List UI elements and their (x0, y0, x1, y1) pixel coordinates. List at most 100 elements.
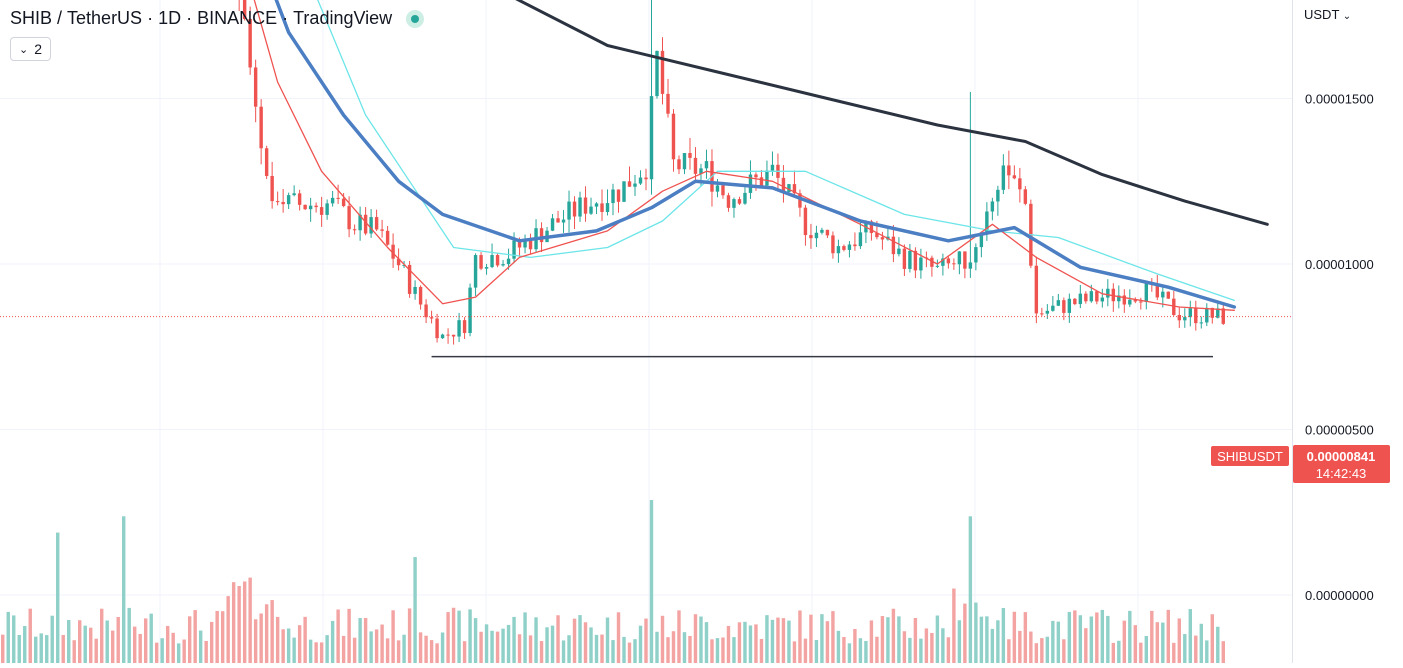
volume-bar (1150, 610, 1154, 663)
candle-body (1188, 308, 1192, 318)
candle-body (1133, 299, 1138, 302)
candle-body (743, 192, 747, 204)
candle-body (1199, 322, 1203, 324)
candle-body (396, 258, 401, 266)
candle-body (732, 199, 736, 208)
volume-bar (336, 609, 340, 663)
volume-bar (528, 635, 533, 663)
volume-bar (803, 638, 808, 663)
last-price-badge (1293, 445, 1390, 483)
volume-bar (1111, 642, 1116, 663)
price-tick-label: 0.00000000 (1305, 588, 1374, 603)
volume-bar (28, 608, 32, 663)
volume-bar (462, 641, 467, 663)
candle-body (754, 174, 758, 178)
volume-bar (61, 634, 65, 663)
volume-bar (545, 627, 549, 663)
volume-bar (600, 634, 604, 663)
candle-body (990, 201, 995, 212)
candle-body (748, 174, 753, 193)
candle-body (930, 257, 934, 267)
volume-bar (182, 639, 186, 663)
volume-bar (154, 642, 159, 663)
candle-body (1194, 308, 1198, 324)
volume-bar (633, 639, 637, 663)
legend-toggle-button[interactable]: ⌄ 2 (10, 37, 52, 61)
volume-bar (1029, 631, 1033, 663)
candle-body (512, 240, 516, 259)
candle-body (688, 153, 692, 158)
volume-bar (1056, 621, 1061, 663)
volume-bar (501, 628, 505, 663)
candle-body (1161, 291, 1165, 298)
volume-bar (869, 620, 874, 663)
candle-body (1155, 283, 1160, 298)
candle-body (1177, 314, 1181, 321)
candle-body (451, 334, 456, 337)
symbol-quote: TetherUS (67, 8, 143, 28)
volume-bar (45, 635, 49, 663)
candle-body (363, 214, 368, 234)
market-status-icon[interactable] (406, 9, 425, 28)
volume-bar (957, 620, 962, 663)
volume-bar (407, 608, 412, 663)
candle-body (974, 247, 978, 263)
volume-bar (424, 635, 428, 663)
candle-body (704, 161, 709, 169)
candle-body (875, 233, 879, 238)
candle-body (1128, 299, 1132, 305)
candle-body (413, 286, 417, 294)
candle-body (1210, 307, 1214, 318)
volume-bar (622, 636, 626, 663)
volume-bar (330, 620, 335, 663)
candle-body (297, 193, 302, 205)
candle-body (1183, 317, 1187, 321)
volume-bar (671, 631, 676, 663)
candle-body (737, 199, 742, 204)
candle-body (897, 248, 901, 255)
candle-body (429, 317, 434, 319)
candle-body (550, 218, 555, 231)
volume-bar (143, 618, 148, 663)
candle-body (561, 219, 566, 223)
volume-bar (451, 607, 456, 663)
candle-body (1166, 291, 1171, 299)
interval-label[interactable]: 1D (158, 8, 182, 28)
symbol-base: SHIB (10, 8, 53, 28)
volume-bar (732, 637, 736, 663)
volume-bar (132, 626, 137, 663)
volume-bar (523, 612, 527, 663)
candle-body (1056, 300, 1061, 306)
candle-body (380, 229, 384, 231)
volume-bar (743, 621, 747, 663)
volume-bar (1001, 607, 1006, 663)
currency-selector[interactable]: USDT ⌄ (1304, 7, 1351, 22)
candle-body (1106, 288, 1110, 298)
volume-bar (292, 637, 296, 663)
volume-bar (941, 628, 945, 663)
volume-bar (204, 640, 208, 663)
candle-body (292, 193, 296, 196)
volume-bar (176, 643, 181, 663)
volume-bar (1183, 634, 1187, 663)
candle-body (567, 201, 571, 220)
last-price-value: 0.00000841 (1307, 449, 1376, 464)
volume-bar (380, 624, 384, 663)
header-dot-3: · (277, 8, 294, 28)
volume-bar (67, 620, 71, 663)
volume-bar (78, 620, 82, 663)
candle-body (1122, 295, 1127, 305)
candle-body (385, 230, 390, 245)
candle-body (473, 255, 478, 288)
candle-body (781, 177, 786, 192)
volume-bar (6, 611, 10, 663)
candle-body (1067, 298, 1072, 313)
volume-bar (1139, 642, 1143, 663)
chart-header: SHIB / TetherUS · 1D · BINANCE · Trading… (10, 8, 425, 29)
candle-body (594, 203, 599, 207)
volume-bar (253, 619, 258, 663)
volume-bar (567, 635, 571, 663)
volume-bar (1040, 638, 1044, 663)
